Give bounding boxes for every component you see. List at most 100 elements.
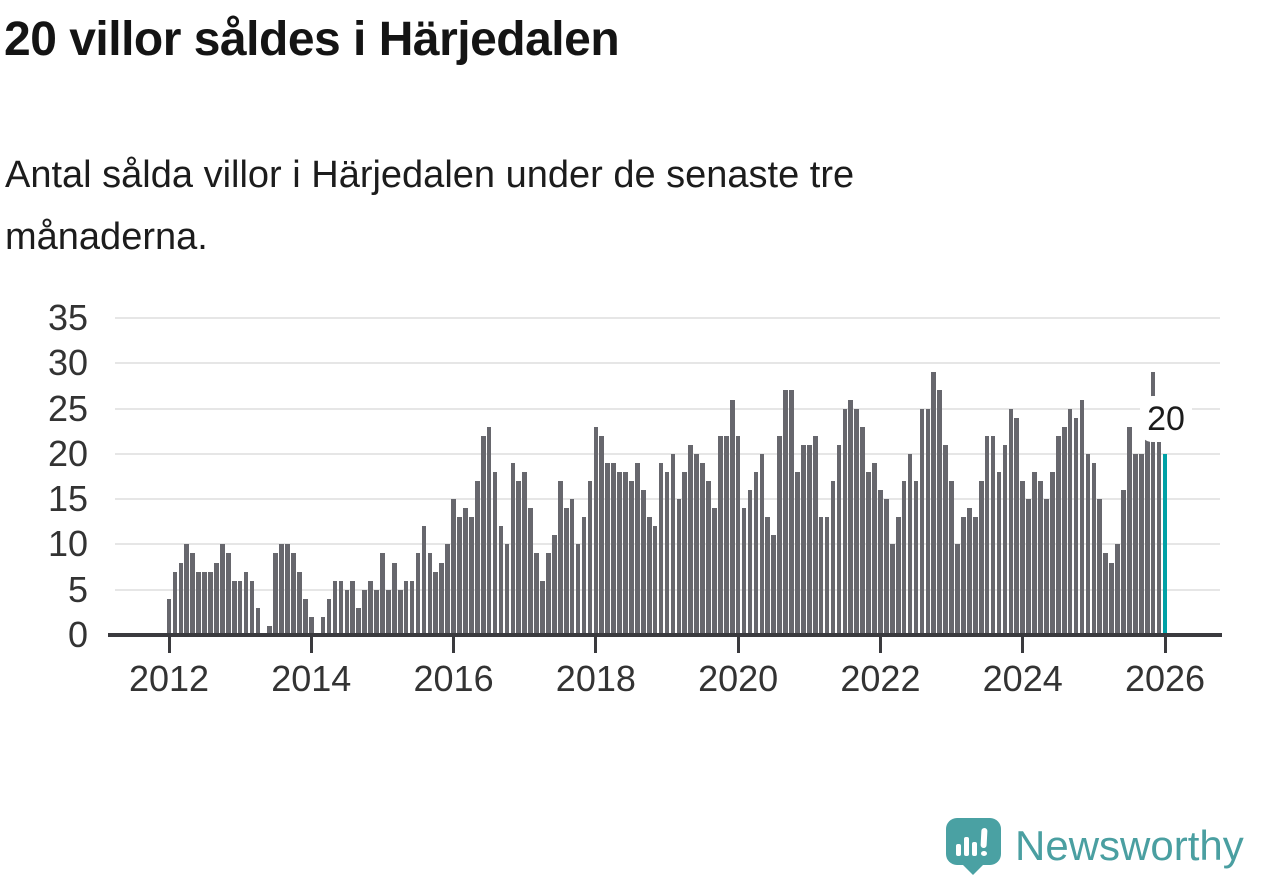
x-axis-tick-label: 2018 — [555, 658, 636, 699]
bar — [522, 471, 527, 635]
bar — [735, 435, 741, 635]
bar — [397, 589, 403, 635]
bar — [255, 607, 261, 635]
bar — [356, 607, 361, 635]
bar — [480, 435, 486, 635]
bar — [1109, 562, 1114, 635]
bar — [190, 553, 195, 635]
bar — [326, 598, 332, 635]
bar — [872, 462, 877, 635]
newsworthy-logo[interactable]: Newsworthy — [946, 815, 1244, 877]
bar — [208, 571, 213, 635]
x-axis-tick — [878, 637, 882, 653]
bar — [374, 589, 379, 635]
bar — [818, 517, 824, 635]
bar — [1038, 481, 1043, 635]
y-axis-tick-label: 0 — [67, 614, 88, 655]
bar — [842, 408, 848, 635]
bar — [706, 481, 711, 635]
x-axis-tick-label: 2026 — [1124, 658, 1206, 699]
bar — [451, 499, 456, 635]
bar — [273, 553, 278, 635]
bar — [682, 471, 688, 635]
bar — [587, 481, 593, 635]
bar — [836, 444, 842, 635]
gridline-y-35 — [115, 317, 1220, 319]
bar — [676, 499, 682, 635]
bar — [990, 435, 996, 635]
bar — [403, 580, 409, 635]
bar — [546, 553, 551, 635]
bar — [1050, 471, 1055, 635]
bar — [1073, 417, 1079, 635]
bar — [919, 408, 925, 635]
gridline-y-20 — [115, 452, 1220, 455]
bar — [961, 517, 966, 635]
y-axis-tick-label: 30 — [47, 342, 88, 384]
subtitle-line-2: månaderna. — [5, 216, 208, 258]
bar — [427, 553, 433, 635]
bar — [540, 580, 545, 635]
bar — [700, 462, 705, 635]
bar — [184, 544, 190, 635]
bar — [409, 580, 415, 635]
bar — [694, 453, 699, 635]
bar — [338, 580, 344, 635]
bar — [978, 481, 984, 635]
bar — [611, 462, 616, 635]
bar — [498, 526, 504, 635]
x-axis-tick-label: 2024 — [982, 658, 1063, 699]
y-axis-tick-label: 35 — [47, 297, 88, 338]
x-axis-tick — [167, 637, 171, 653]
x-axis-line — [108, 633, 1222, 637]
bar — [433, 571, 439, 635]
bar — [1121, 490, 1126, 635]
bar — [795, 471, 800, 635]
bar — [1008, 408, 1014, 635]
subtitle-line-1: Antal sålda villor i Härjedalen under de… — [5, 154, 855, 196]
bar — [1026, 499, 1031, 635]
bar — [984, 435, 990, 635]
bar — [830, 481, 836, 635]
bar — [563, 508, 569, 635]
bar — [291, 553, 296, 635]
bar — [943, 444, 948, 635]
bar — [688, 444, 693, 635]
bar — [225, 553, 231, 635]
bar — [220, 544, 225, 635]
bar — [202, 571, 207, 635]
bar — [806, 444, 812, 635]
x-axis-tick — [594, 637, 598, 653]
bar — [593, 426, 599, 635]
x-axis-tick-label: 2020 — [698, 658, 779, 699]
bar — [617, 471, 622, 635]
bar — [747, 490, 753, 635]
bar — [445, 544, 450, 635]
bar — [972, 517, 978, 635]
bar — [386, 589, 391, 635]
bar — [931, 372, 937, 635]
bar — [967, 508, 972, 635]
bar — [474, 481, 480, 635]
bar — [670, 453, 676, 635]
bar — [308, 616, 314, 635]
y-axis-tick-label: 10 — [47, 523, 88, 565]
bar — [486, 426, 492, 635]
bar — [854, 408, 859, 635]
gridline-y-25 — [115, 407, 1220, 410]
bar — [1150, 372, 1156, 635]
bar — [629, 481, 634, 635]
bar — [658, 462, 664, 635]
bar — [575, 544, 581, 635]
bar — [640, 490, 646, 635]
bar — [801, 444, 806, 635]
x-axis-tick-label: 2022 — [840, 658, 921, 699]
bar — [569, 499, 575, 635]
bar — [723, 435, 729, 635]
bar — [380, 553, 385, 635]
x-axis-tick — [1163, 637, 1167, 653]
exclamation-icon — [980, 827, 988, 849]
bar — [285, 544, 290, 635]
bar — [1133, 453, 1138, 635]
bar — [279, 544, 284, 635]
